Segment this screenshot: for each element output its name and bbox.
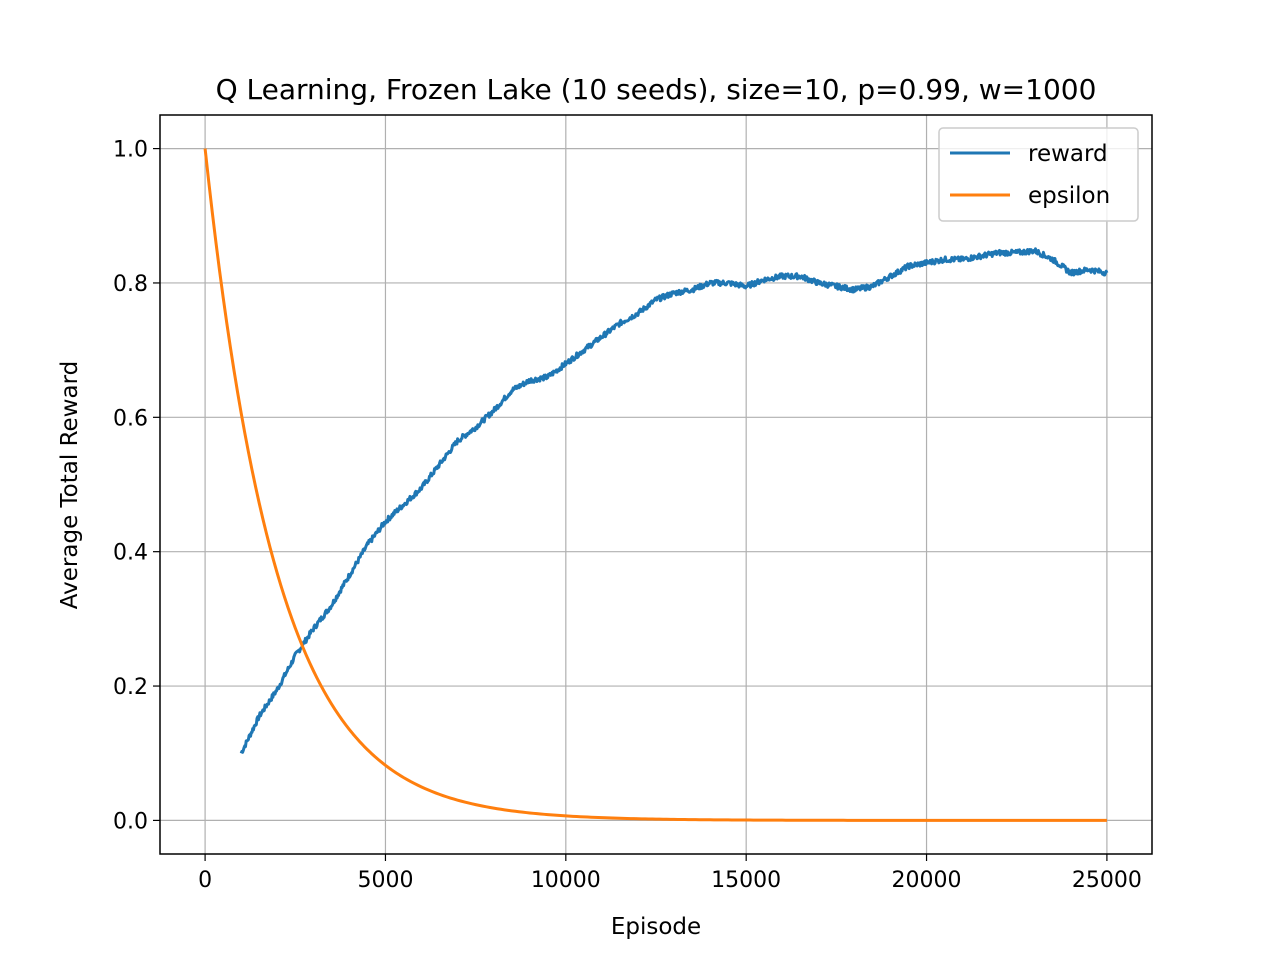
x-tick-label: 20000	[892, 868, 962, 893]
y-axis-title: Average Total Reward	[57, 361, 83, 609]
legend-label-reward: reward	[1028, 141, 1108, 167]
series-line-reward	[239, 247, 1109, 754]
x-tick-label: 15000	[711, 868, 781, 893]
legend-box	[938, 127, 1139, 222]
x-tick-label: 25000	[1072, 868, 1142, 893]
x-tick-label: 5000	[357, 868, 413, 893]
y-tick-label: 0.2	[113, 675, 148, 700]
y-tick-label: 0.4	[113, 541, 148, 566]
y-tick-label: 0.0	[113, 809, 148, 834]
grid-lines	[160, 115, 1152, 854]
y-tick-label: 0.8	[113, 272, 148, 297]
axis-ticks: 0 5000 10000 15000 20000 25000 0.0 0.2 0.4 0.6 0.8…	[113, 138, 1142, 893]
y-tick-label: 0.6	[113, 406, 148, 431]
chart-title: Q Learning, Frozen Lake (10 seeds), size…	[216, 73, 1097, 106]
series-lines	[203, 148, 1109, 822]
legend: reward epsilon	[938, 127, 1139, 222]
series-line-epsilon	[203, 148, 1107, 822]
plot-frame	[159, 114, 1153, 855]
y-tick-label: 1.0	[113, 138, 148, 163]
x-tick-label: 10000	[531, 868, 601, 893]
x-axis-title: Episode	[611, 914, 701, 940]
legend-label-epsilon: epsilon	[1028, 183, 1110, 209]
x-tick-label: 0	[198, 868, 212, 893]
